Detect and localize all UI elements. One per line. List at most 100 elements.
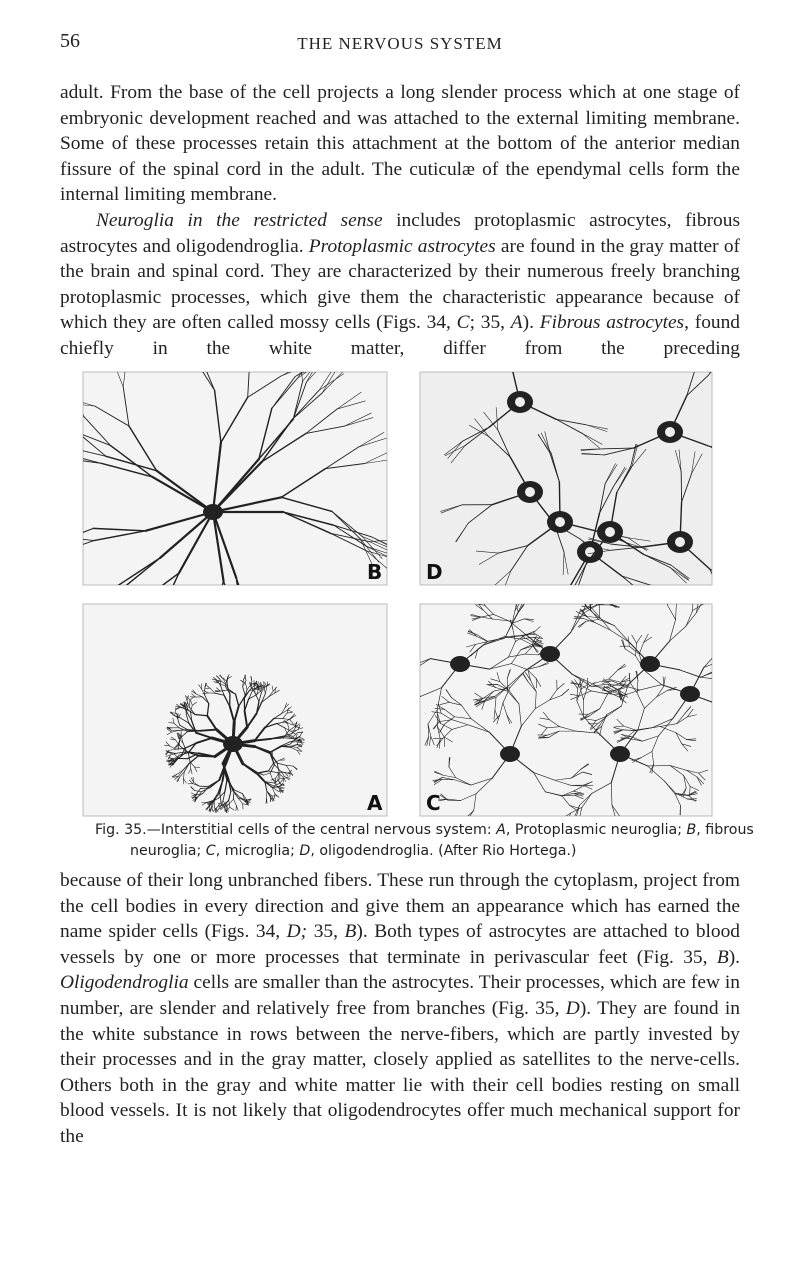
cell-process: [618, 689, 628, 696]
cell-process: [211, 460, 263, 514]
cell-process: [601, 714, 608, 727]
cell-process: [626, 542, 649, 550]
cell-process: [274, 690, 280, 694]
cell-process: [187, 712, 193, 722]
cell-process: [579, 605, 596, 613]
cell-process: [280, 743, 291, 747]
cell-process: [504, 622, 513, 639]
cell-process: [290, 730, 297, 732]
cell-process: [698, 772, 706, 781]
cell-process: [627, 636, 630, 647]
cell-process: [83, 434, 111, 446]
cell-process: [280, 467, 327, 498]
cell-process: [511, 611, 519, 624]
cell-process: [555, 418, 587, 426]
cell-process: [601, 692, 612, 695]
cell-process: [258, 692, 262, 702]
text-run: because of their long unbranched fibers.…: [60, 870, 740, 943]
cell-process: [185, 695, 188, 701]
cell-process: [200, 787, 211, 789]
cell-process: [177, 776, 181, 783]
cell-process: [520, 635, 533, 643]
text-run: , found chiefly in the white matter, dif…: [60, 312, 740, 359]
text-run: B: [716, 946, 729, 968]
cell-process: [236, 805, 239, 811]
cell-process: [609, 604, 620, 608]
text-run: ; 35,: [469, 312, 511, 334]
cell-process: [723, 655, 732, 659]
cell-process: [189, 699, 191, 708]
cell-process: [735, 640, 746, 646]
cell-process: [192, 797, 198, 801]
cell-process: [570, 681, 581, 686]
cell-process: [272, 686, 277, 692]
cell-process: [621, 575, 651, 585]
cell-process: [581, 605, 592, 608]
cell-process: [261, 696, 270, 703]
panel-background: [419, 371, 713, 586]
cell-process: [575, 730, 599, 734]
cell-process: [186, 695, 191, 701]
cell-process: [398, 667, 410, 679]
cell-process: [469, 810, 475, 816]
cell-process: [229, 806, 235, 811]
panel-drawing: [164, 674, 305, 814]
cell-process: [292, 732, 298, 738]
cell-process: [574, 805, 580, 816]
cell-process: [451, 697, 462, 706]
cell-process: [266, 681, 269, 688]
cell-process: [432, 721, 440, 729]
cell-process: [474, 418, 489, 437]
cell-process: [696, 604, 702, 613]
cell-process: [473, 793, 477, 811]
cell-process: [745, 638, 754, 642]
running-title: THE NERVOUS SYSTEM: [297, 34, 503, 53]
cell-process: [219, 674, 224, 680]
cell-process: [125, 557, 161, 585]
panel-drawing: [398, 600, 754, 816]
cell-process: [451, 724, 469, 730]
cell-process: [444, 445, 466, 457]
cell-process: [169, 758, 175, 761]
cell-process: [294, 372, 306, 377]
cell-process: [442, 774, 456, 778]
cell-process: [696, 604, 699, 613]
cell-process: [675, 450, 682, 473]
cell-process: [525, 672, 531, 681]
cell-process: [467, 810, 475, 816]
cell-process: [662, 676, 665, 687]
cell-process: [594, 622, 611, 631]
cell-process: [277, 789, 284, 792]
cell-process: [83, 540, 95, 545]
cell-process: [83, 413, 85, 417]
cell-process: [483, 697, 497, 703]
cell-process: [609, 600, 618, 603]
cell-process: [666, 604, 668, 606]
cell-process: [177, 737, 182, 745]
cell-process: [442, 777, 456, 781]
cell-process: [494, 570, 512, 585]
cell-process: [629, 645, 640, 655]
cell-process: [651, 751, 654, 765]
cell-process: [643, 636, 652, 643]
cell-process: [736, 454, 758, 460]
cell-process: [444, 440, 463, 456]
cell-process: [579, 807, 583, 816]
cell-process: [579, 684, 592, 692]
cell-process: [591, 607, 600, 618]
cell-process: [621, 639, 626, 650]
cell-process: [611, 680, 624, 686]
cell-process: [177, 713, 181, 719]
cell-process: [179, 771, 185, 778]
paragraph: because of their long unbranched fibers.…: [60, 868, 740, 1150]
cell-process: [264, 781, 275, 784]
cell-process: [248, 694, 258, 700]
cell-process: [703, 663, 712, 668]
cell-process: [687, 714, 697, 718]
cell-process: [604, 464, 618, 484]
cell-process: [247, 375, 282, 398]
cell-process: [151, 475, 215, 514]
cell-process: [212, 792, 219, 801]
cell-process: [561, 688, 570, 696]
cell-process: [546, 726, 561, 729]
